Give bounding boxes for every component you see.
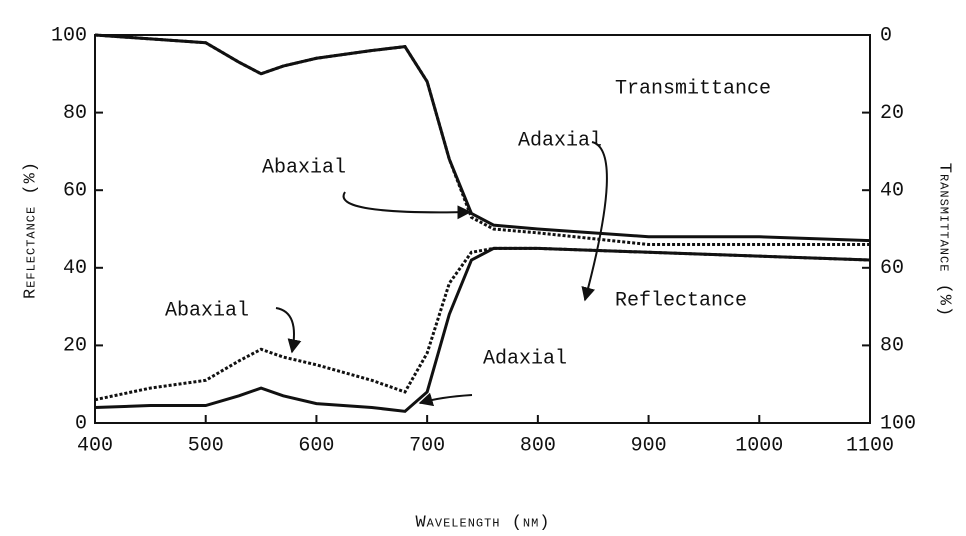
arrow [275,307,302,354]
x-axis-label: Wavelength (nm) [415,513,550,532]
series-line [94,33,871,243]
plot-frame [94,34,871,424]
annotation: Reflectance [615,289,747,312]
y-tick-label: 80 [63,102,87,125]
series-label: Adaxial [518,129,602,152]
x-tick-label: 900 [631,434,667,457]
y2-tick-label: 0 [880,24,892,47]
y-tick-label: 100 [51,24,87,47]
y-tick-label: 20 [63,335,87,358]
y2-tick-label: 40 [880,179,904,202]
x-tick-label: 800 [520,434,556,457]
series-label: Abaxial [262,156,346,179]
y-tick-label: 40 [63,257,87,280]
series-line [94,246,871,402]
series-label: Abaxial [165,299,249,322]
arrow [418,392,473,407]
series-label: Adaxial [483,347,567,370]
y-tick-label: 60 [63,179,87,202]
annotation: Transmittance [615,77,771,100]
y2-tick-label: 60 [880,257,904,280]
x-tick-label: 700 [409,434,445,457]
y-tick-label: 0 [75,412,87,435]
y2-axis-label: Transmittance (%) [935,163,954,317]
y2-tick-label: 80 [880,335,904,358]
y2-tick-label: 100 [880,412,916,435]
x-tick-label: 1000 [735,434,783,457]
series-line [94,246,871,413]
y-axis-label: Reflectance (%) [21,161,40,299]
arrow [342,191,472,220]
x-tick-label: 1100 [846,434,894,457]
x-tick-label: 600 [298,434,334,457]
series-line [94,33,870,247]
x-tick-label: 500 [188,434,224,457]
y2-tick-label: 20 [880,102,904,125]
arrow [581,141,608,302]
x-tick-label: 400 [77,434,113,457]
